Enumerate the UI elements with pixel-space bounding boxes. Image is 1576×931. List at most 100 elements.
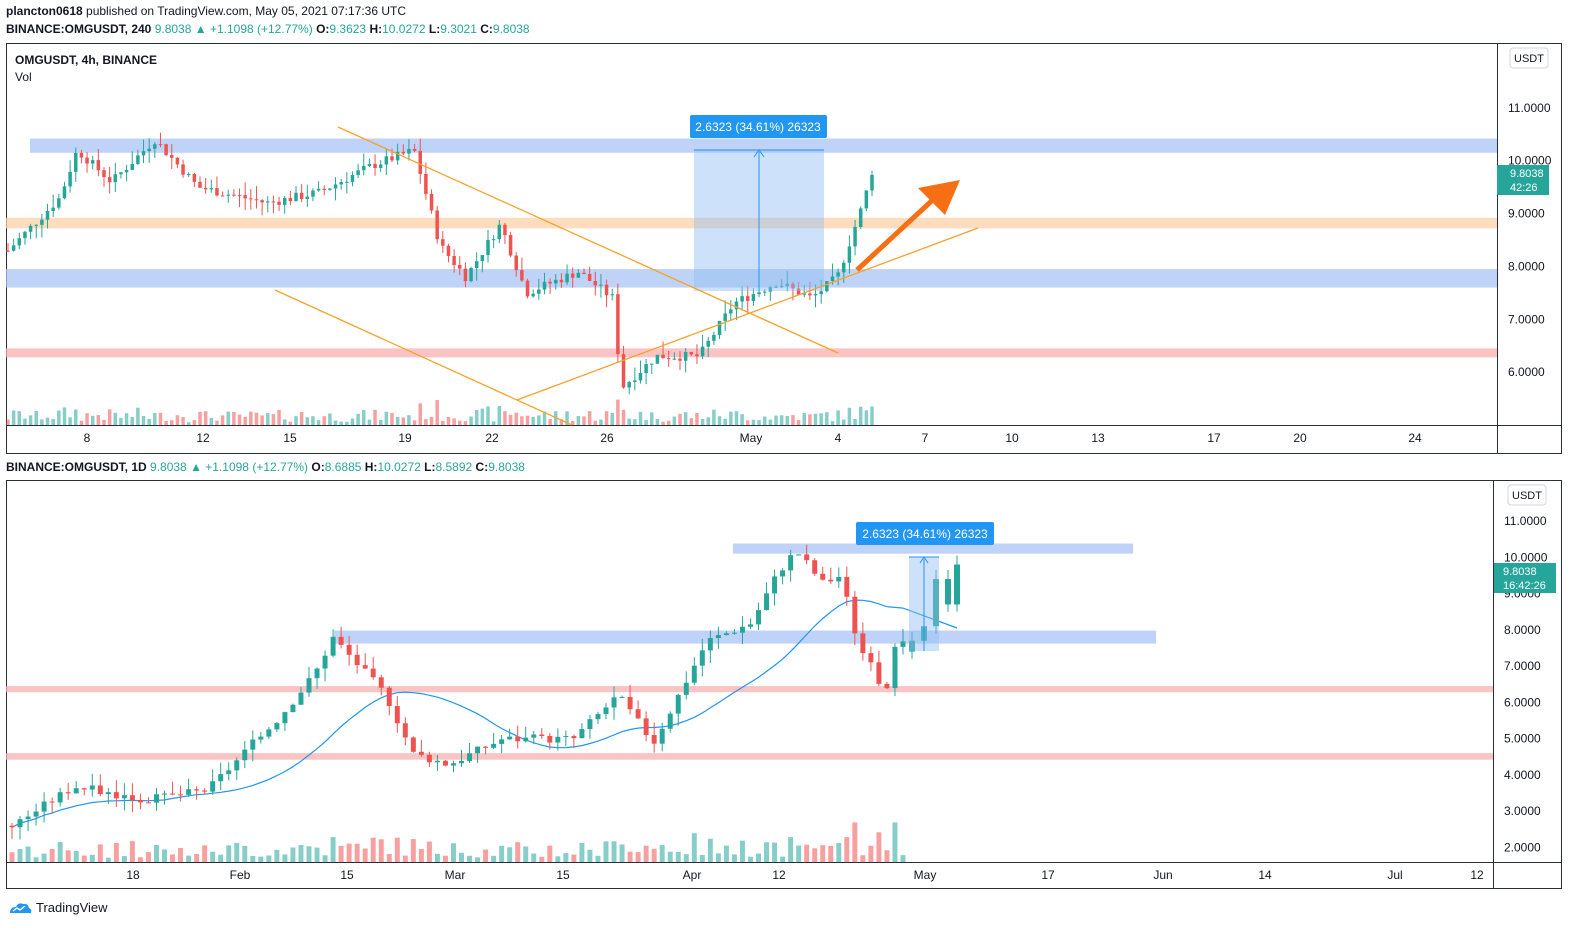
candle[interactable] bbox=[497, 224, 502, 240]
candle[interactable] bbox=[339, 182, 343, 185]
candle[interactable] bbox=[175, 157, 180, 165]
candle[interactable] bbox=[68, 171, 72, 187]
candle[interactable] bbox=[508, 235, 513, 256]
candle[interactable] bbox=[779, 286, 784, 288]
candle[interactable] bbox=[531, 293, 535, 297]
candle[interactable] bbox=[435, 210, 439, 240]
candle[interactable] bbox=[486, 239, 490, 256]
candle[interactable] bbox=[491, 239, 496, 241]
candle[interactable] bbox=[621, 354, 626, 388]
candle[interactable] bbox=[616, 294, 620, 355]
candle[interactable] bbox=[11, 245, 16, 251]
candle[interactable] bbox=[96, 160, 101, 171]
candle[interactable] bbox=[672, 358, 677, 360]
candle[interactable] bbox=[599, 284, 603, 286]
candle[interactable] bbox=[520, 270, 524, 281]
candle[interactable] bbox=[503, 224, 507, 236]
candle[interactable] bbox=[186, 174, 191, 176]
candle[interactable] bbox=[220, 195, 225, 197]
candle[interactable] bbox=[299, 192, 304, 199]
candle[interactable] bbox=[610, 294, 614, 296]
candle[interactable] bbox=[695, 354, 699, 357]
candle[interactable] bbox=[28, 225, 33, 232]
candle[interactable] bbox=[689, 352, 694, 355]
candle[interactable] bbox=[390, 156, 394, 161]
candle[interactable] bbox=[802, 293, 806, 295]
candle[interactable] bbox=[249, 198, 253, 200]
candle[interactable] bbox=[514, 255, 518, 271]
wedge-lines[interactable] bbox=[274, 126, 979, 426]
candle[interactable] bbox=[785, 283, 790, 287]
candle[interactable] bbox=[740, 296, 744, 302]
candle[interactable] bbox=[23, 231, 27, 239]
candle[interactable] bbox=[633, 380, 637, 383]
candle[interactable] bbox=[40, 219, 44, 225]
candle[interactable] bbox=[717, 320, 722, 335]
candle[interactable] bbox=[582, 272, 586, 274]
candle[interactable] bbox=[847, 246, 852, 263]
candle[interactable] bbox=[418, 150, 422, 174]
candle[interactable] bbox=[147, 148, 151, 152]
candle[interactable] bbox=[424, 173, 428, 194]
candle[interactable] bbox=[554, 279, 558, 284]
candle[interactable] bbox=[429, 193, 434, 211]
tradingview-footer[interactable]: TradingView bbox=[8, 900, 108, 915]
candle[interactable] bbox=[266, 201, 270, 203]
candle[interactable] bbox=[791, 283, 795, 289]
candle[interactable] bbox=[198, 181, 202, 188]
candle[interactable] bbox=[734, 301, 739, 310]
candle[interactable] bbox=[350, 175, 355, 182]
candle[interactable] bbox=[825, 281, 829, 292]
candle[interactable] bbox=[604, 284, 609, 296]
candle[interactable] bbox=[407, 148, 411, 154]
candle[interactable] bbox=[774, 286, 778, 288]
candle[interactable] bbox=[170, 155, 174, 158]
candle[interactable] bbox=[458, 265, 462, 269]
candle[interactable] bbox=[813, 294, 818, 296]
candle[interactable] bbox=[469, 268, 473, 282]
zone-2[interactable] bbox=[6, 269, 1497, 288]
candle[interactable] bbox=[158, 144, 163, 146]
candle[interactable] bbox=[537, 289, 541, 294]
zone-1[interactable] bbox=[6, 217, 1497, 229]
candle[interactable] bbox=[107, 177, 112, 183]
candle[interactable] bbox=[864, 190, 869, 209]
candle[interactable] bbox=[700, 346, 705, 357]
candle[interactable] bbox=[384, 156, 389, 165]
zone-0[interactable] bbox=[30, 138, 1497, 153]
candle[interactable] bbox=[260, 200, 264, 203]
candle[interactable] bbox=[395, 151, 400, 161]
candle[interactable] bbox=[362, 165, 366, 171]
candle[interactable] bbox=[836, 272, 840, 277]
candle[interactable] bbox=[237, 195, 242, 197]
publisher-name[interactable]: plancton0618 bbox=[6, 4, 83, 18]
candle[interactable] bbox=[119, 172, 123, 175]
candle[interactable] bbox=[746, 296, 750, 301]
candle[interactable] bbox=[136, 155, 140, 164]
candle[interactable] bbox=[480, 255, 485, 262]
candle[interactable] bbox=[254, 199, 259, 201]
candle[interactable] bbox=[311, 190, 315, 197]
candle[interactable] bbox=[356, 170, 360, 176]
candle[interactable] bbox=[85, 157, 89, 164]
candle[interactable] bbox=[294, 192, 298, 202]
candle[interactable] bbox=[288, 197, 293, 202]
candle[interactable] bbox=[638, 373, 643, 381]
candle[interactable] bbox=[328, 188, 332, 190]
candle[interactable] bbox=[757, 292, 761, 295]
candle[interactable] bbox=[305, 196, 310, 199]
candle[interactable] bbox=[113, 174, 118, 183]
candle[interactable] bbox=[842, 262, 846, 273]
candle[interactable] bbox=[655, 354, 660, 364]
candle[interactable] bbox=[452, 256, 456, 266]
candle[interactable] bbox=[90, 160, 95, 164]
candle[interactable] bbox=[203, 187, 208, 190]
candle[interactable] bbox=[17, 238, 22, 246]
candle[interactable] bbox=[243, 195, 247, 199]
candle[interactable] bbox=[548, 281, 552, 284]
candle[interactable] bbox=[474, 261, 479, 269]
candle[interactable] bbox=[226, 194, 230, 196]
candle[interactable] bbox=[678, 358, 682, 361]
candle[interactable] bbox=[74, 152, 78, 172]
